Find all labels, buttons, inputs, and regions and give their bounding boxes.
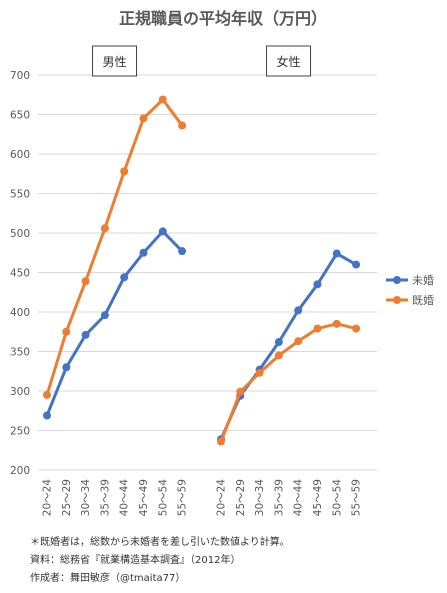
x-tick-label: 25～29 [61,479,73,516]
x-tick-label: 20～24 [42,479,54,517]
y-tick-label: 500 [10,228,30,240]
data-point [158,227,167,236]
data-point [352,260,361,269]
y-axis: 200 250 300 350 400 450 500 550 600 650 700 [10,70,30,477]
group-label: 男性 [103,55,127,69]
data-point [294,337,303,346]
x-tick-label: 30～34 [254,479,266,517]
data-point [352,324,361,333]
legend-swatch-marker [393,296,401,304]
x-tick-label: 30～34 [80,479,92,517]
data-point [178,121,187,130]
note-line-3: 作成者：舞田敏彦（@tmaita77） [30,571,185,584]
x-tick-label: 45～49 [138,479,150,516]
x-tick-label: 35～39 [273,479,285,516]
data-point [100,224,109,233]
x-tick-label: 35～39 [99,479,111,516]
data-point [43,390,51,399]
data-point [120,167,129,176]
series [43,95,361,446]
data-point [178,247,187,256]
data-point [62,327,71,336]
data-point [81,330,90,339]
x-tick-label: 45～49 [312,479,324,516]
x-tick-label: 55～59 [177,479,189,516]
x-axis: 20～24 25～29 30～34 35～39 40～44 45～49 50～54 55～59… [42,479,363,517]
series-line-male-married [45,97,184,397]
group-label: 女性 [277,54,301,69]
x-tick-label: 50～54 [331,479,343,517]
data-point [139,248,148,257]
data-point [100,311,109,320]
legend-label: 既婚 [412,293,434,307]
y-tick-label: 350 [10,347,30,359]
data-point [139,114,148,123]
data-point [120,273,129,282]
x-tick-label: 40～44 [119,479,131,517]
note-line-2: 資料：総務省『就業構造基本調査』（2012年） [30,553,240,566]
legend-swatch-marker [393,276,401,284]
y-tick-label: 550 [10,189,30,201]
series-line-female-married [219,322,358,444]
legend-label: 未婚 [412,273,434,287]
chart-title: 正規職員の平均年収（万円） [119,9,327,28]
series-line-female-unmarried [219,252,358,441]
y-tick-label: 600 [10,149,30,161]
data-point [274,351,283,360]
y-tick-label: 200 [10,465,30,477]
y-tick-label: 400 [10,307,30,319]
data-point [294,306,303,315]
data-point [217,437,225,446]
series-line-male-unmarried [45,229,184,417]
data-point [236,387,245,396]
x-tick-label: 50～54 [157,479,169,517]
data-point [332,249,341,258]
notes: ＊既婚者は，総数から未婚者を差し引いた数値より計算。 資料：総務省『就業構造基本… [30,535,290,584]
data-point [62,363,71,372]
y-tick-label: 700 [10,70,30,82]
group-label-box [92,45,138,77]
y-tick-label: 300 [10,386,30,398]
data-point [313,280,322,289]
data-point [43,411,51,420]
x-tick-label: 55～59 [351,479,363,516]
group-label-box [266,45,312,77]
data-point [313,324,322,333]
data-point [255,368,264,377]
y-tick-label: 450 [10,268,30,280]
group-labels: 男性 女性 [92,45,312,77]
x-tick-label: 40～44 [293,479,305,517]
data-point [158,95,167,104]
y-tick-label: 650 [10,110,30,122]
x-tick-label: 20～24 [216,479,228,517]
data-point [81,277,90,286]
data-point [274,338,283,347]
data-point [332,319,341,328]
note-line-1: ＊既婚者は，総数から未婚者を差し引いた数値より計算。 [30,535,290,548]
x-tick-label: 25～29 [235,479,247,516]
y-tick-label: 250 [10,426,30,438]
